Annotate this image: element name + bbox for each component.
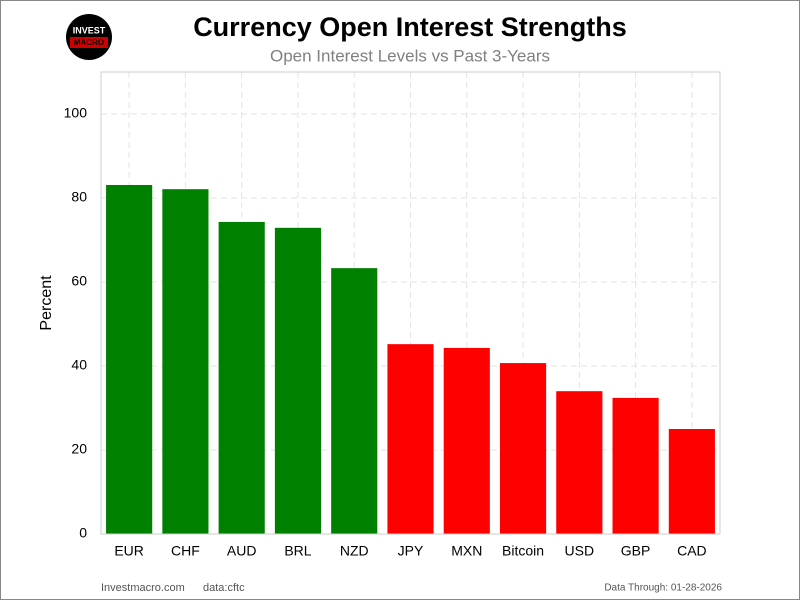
footer-date: Data Through: 01-28-2026 bbox=[604, 583, 722, 594]
y-tick-label: 40 bbox=[71, 357, 87, 373]
bar bbox=[106, 184, 153, 535]
x-tick-label: EUR bbox=[114, 543, 144, 559]
x-tick-label: JPY bbox=[398, 543, 424, 559]
x-tick-label: BRL bbox=[284, 543, 311, 559]
bar bbox=[668, 429, 715, 534]
x-tick-label: MXN bbox=[451, 543, 482, 559]
y-tick-label: 0 bbox=[79, 525, 87, 541]
y-tick-label: 100 bbox=[64, 105, 88, 121]
footer-site: Investmacro.com bbox=[101, 582, 185, 594]
x-tick-label: CAD bbox=[677, 543, 707, 559]
y-tick-label: 60 bbox=[71, 273, 87, 289]
logo-text: INVEST bbox=[73, 25, 106, 35]
x-tick-label: Bitcoin bbox=[502, 543, 544, 559]
bar bbox=[274, 227, 322, 534]
logo-band bbox=[70, 37, 108, 48]
x-tick-label: USD bbox=[565, 543, 595, 559]
bar bbox=[499, 363, 547, 534]
y-axis-label: Percent bbox=[38, 275, 55, 331]
x-tick-label: NZD bbox=[340, 543, 369, 559]
chart-title: Currency Open Interest Strengths bbox=[193, 12, 627, 42]
bar bbox=[331, 268, 378, 534]
bar bbox=[218, 221, 265, 534]
bar bbox=[162, 189, 209, 534]
y-tick-label: 80 bbox=[71, 189, 87, 205]
footer-source: data:cftc bbox=[203, 582, 245, 594]
bar bbox=[556, 391, 603, 534]
logo-text: MACRO bbox=[74, 38, 104, 47]
y-tick-label: 20 bbox=[71, 441, 87, 457]
x-tick-label: AUD bbox=[227, 543, 257, 559]
bar bbox=[612, 397, 659, 534]
plot-border bbox=[100, 71, 721, 535]
chart-subtitle: Open Interest Levels vs Past 3-Years bbox=[270, 46, 550, 65]
x-tick-label: CHF bbox=[171, 543, 200, 559]
bar bbox=[387, 344, 434, 534]
bar bbox=[443, 347, 490, 534]
x-tick-label: GBP bbox=[621, 543, 651, 559]
